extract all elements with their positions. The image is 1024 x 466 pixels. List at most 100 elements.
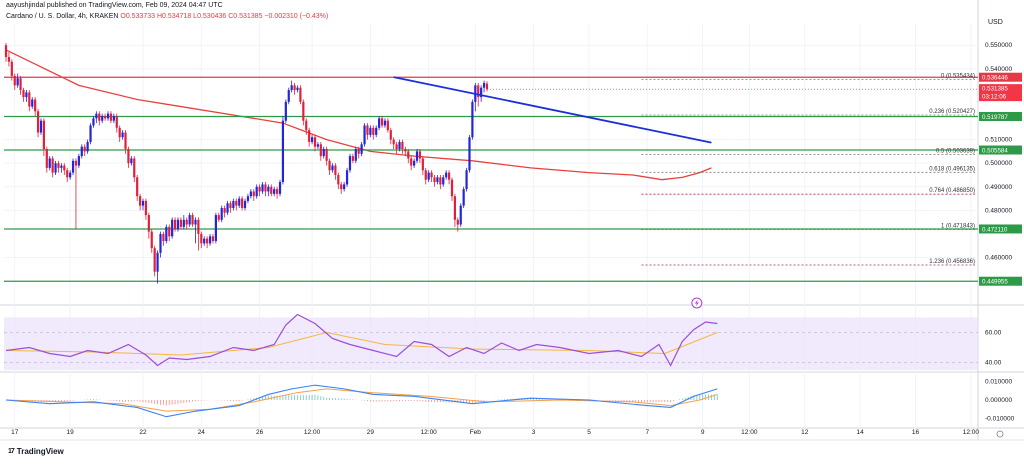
x-tick-label: 3 <box>532 429 536 436</box>
last-price-label: 0.531385 <box>982 86 1008 93</box>
macd-tick-label: 0.000000 <box>985 397 1012 404</box>
candle-body <box>34 99 37 112</box>
candle-body <box>246 196 250 201</box>
y-tick-label: 0.550000 <box>985 42 1012 49</box>
candle-body <box>238 198 241 206</box>
candle-body <box>299 87 302 102</box>
candle-body <box>275 189 279 194</box>
candle-body <box>319 144 322 157</box>
x-tick-label: 5 <box>587 429 591 436</box>
candle-body <box>159 233 162 253</box>
candle-body <box>208 236 212 244</box>
candle-body <box>124 132 127 150</box>
candle-body <box>485 83 489 90</box>
candle-body <box>118 127 121 138</box>
candle-body <box>363 125 366 145</box>
candle-body <box>136 177 139 197</box>
candle-body <box>334 165 337 175</box>
candle-body <box>273 189 276 194</box>
candle-body <box>173 219 177 230</box>
candle-body <box>71 160 75 173</box>
candle-body <box>328 160 331 171</box>
currency-label: USD <box>988 19 1003 26</box>
candle-body <box>16 78 19 86</box>
candle-body <box>345 170 349 185</box>
candle-body <box>226 203 229 213</box>
y-tick-label: 0.540000 <box>985 66 1012 73</box>
candle-body <box>392 139 395 145</box>
published-by: aayushjindal published on TradingView.co… <box>6 2 223 9</box>
candle-body <box>366 125 369 135</box>
y-tick-label: 0.460000 <box>985 255 1012 262</box>
candle-body <box>25 92 28 98</box>
candle-body <box>66 170 69 178</box>
candle-body <box>179 219 182 227</box>
candle-body <box>258 186 261 192</box>
x-tick-label: 9 <box>701 429 705 436</box>
candle-body <box>28 92 31 107</box>
candle-body <box>322 149 325 157</box>
candle-body <box>171 219 174 237</box>
candle-body <box>165 226 168 242</box>
candle-body <box>92 118 95 126</box>
candle-body <box>138 196 142 206</box>
candle-body <box>450 179 454 197</box>
y-tick-label: 0.480000 <box>985 207 1012 214</box>
candle-body <box>270 186 273 194</box>
tradingview-name: TradingView <box>16 447 64 456</box>
candle-body <box>57 163 60 168</box>
candle-body <box>410 158 413 166</box>
candle-body <box>404 149 407 152</box>
candle-body <box>427 172 430 180</box>
x-tick-label: 7 <box>645 429 649 436</box>
candle-body <box>413 160 416 166</box>
y-tick-label: 0.490000 <box>985 184 1012 191</box>
candle-body <box>386 120 389 131</box>
candle-body <box>343 184 346 190</box>
candle-body <box>48 158 51 168</box>
candle-body <box>206 238 209 244</box>
candle-body <box>200 233 203 244</box>
macd-tick-label: -0.010000 <box>985 416 1015 423</box>
symbol-info: Cardano / U. S. Dollar, 4h, KRAKEN O0.53… <box>6 13 328 20</box>
candle-body <box>147 215 150 232</box>
x-tick-label: 12:00 <box>304 429 321 436</box>
x-tick-label: 12:00 <box>963 429 980 436</box>
candle-body <box>249 191 252 197</box>
candle-body <box>89 125 92 142</box>
candle-body <box>316 144 320 147</box>
candle-body <box>74 160 78 166</box>
candle-body <box>453 196 457 220</box>
candle-body <box>340 184 343 190</box>
candle-body <box>337 174 340 185</box>
candle-body <box>45 149 48 168</box>
rsi-band <box>4 317 978 370</box>
candle-body <box>211 236 215 242</box>
candle-body <box>104 116 107 119</box>
candle-body <box>313 137 317 147</box>
support-4-price-label: 0.449955 <box>982 279 1008 286</box>
x-tick-label: 12:00 <box>741 429 758 436</box>
candle-body <box>372 127 375 135</box>
candle-body <box>357 149 360 154</box>
candle-body <box>264 184 267 192</box>
fib-level-label: 1.236 (0.456836) <box>929 259 975 265</box>
fib-level-label: 0 (0.535434) <box>941 74 975 80</box>
fib-level-label: 0.618 (0.496135) <box>929 166 975 172</box>
candle-body <box>480 87 483 98</box>
tradingview-logo: 17 <box>8 448 15 455</box>
fib-level-label: 0.236 (0.520427) <box>929 109 975 115</box>
candle-body <box>418 151 422 159</box>
x-tick-label: 12:00 <box>421 429 438 436</box>
candle-body <box>69 172 72 178</box>
candle-body <box>80 146 83 157</box>
candle-body <box>436 177 439 183</box>
x-tick-label: 17 <box>11 429 19 436</box>
support-2-price-label: 0.505584 <box>982 147 1008 154</box>
macd-line <box>5 384 718 418</box>
candle-body <box>401 141 404 150</box>
candle-body <box>51 158 54 173</box>
candle-body <box>144 200 148 216</box>
